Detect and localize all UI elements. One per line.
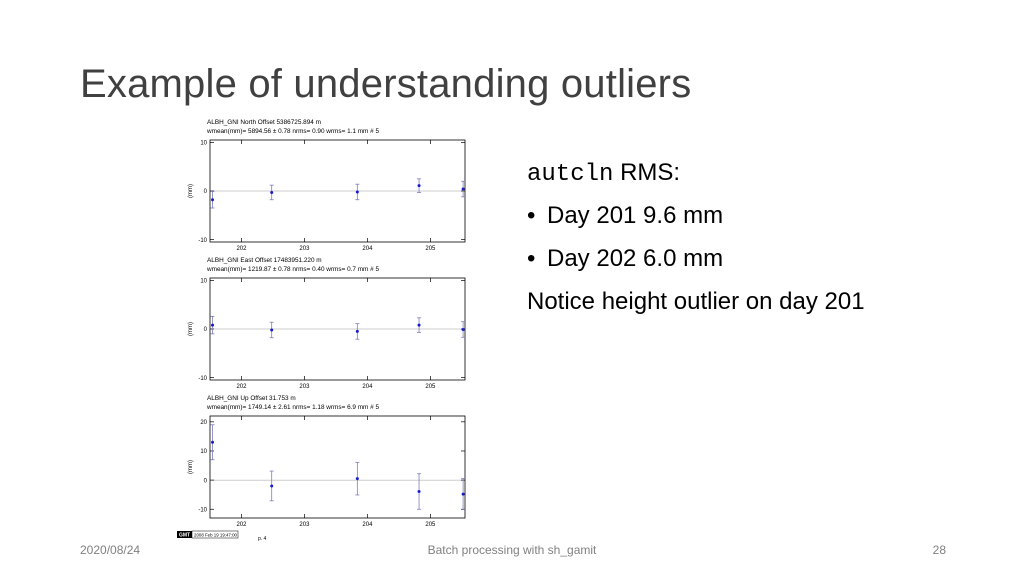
slide-number: 28 [932, 543, 946, 557]
timestamp-text: 2008 Feb 19 19:47:00 [194, 533, 238, 538]
x-tick-label: 202 [236, 384, 247, 390]
autcln-command: autcln [527, 161, 614, 188]
rms-label: RMS: [613, 159, 681, 186]
data-point [270, 328, 274, 332]
y-tick-label: 0 [204, 189, 208, 195]
chart-subtitle: wmean(mm)= 1749.14 ± 2.61 nrms= 1.18 wrm… [206, 404, 379, 411]
data-point [211, 198, 215, 202]
y-tick-label: -10 [198, 376, 207, 382]
x-tick-label: 203 [299, 246, 310, 252]
y-tick-label: -10 [198, 507, 207, 513]
x-tick-label: 204 [362, 246, 373, 252]
outlier-note: Notice height outlier on day 201 [527, 288, 865, 315]
figure-page-label: p. 4 [258, 536, 267, 542]
x-tick-label: 203 [299, 522, 310, 528]
bullet-icon: • [527, 202, 536, 229]
y-tick-label: 0 [204, 327, 208, 333]
bullet-icon: • [527, 245, 536, 272]
rms-heading: autcln RMS: [527, 156, 865, 199]
x-tick-label: 205 [425, 246, 436, 252]
footer-title: Batch processing with sh_gamit [427, 543, 597, 557]
data-point [355, 329, 359, 333]
x-tick-label: 205 [425, 384, 436, 390]
data-point [270, 190, 274, 194]
y-axis-label: (mm) [188, 184, 194, 198]
footer-date: 2020/08/24 [80, 543, 141, 557]
data-point [355, 190, 359, 194]
data-point [417, 489, 421, 493]
chart-title: ALBH_GNI East Offset 17483951.220 m [207, 257, 322, 264]
bullet-text: Day 201 9.6 mm [547, 202, 724, 229]
chart-subtitle: wmean(mm)= 5894.56 ± 0.78 nrms= 0.90 wrm… [206, 128, 379, 135]
data-point [461, 187, 465, 191]
bullet-item: • Day 202 6.0 mm [527, 242, 865, 285]
x-tick-label: 205 [425, 522, 436, 528]
y-axis-label: (mm) [188, 460, 194, 474]
data-point [461, 327, 465, 331]
data-point [417, 184, 421, 188]
timestamp-box [191, 530, 239, 539]
chart-title: ALBH_GNI Up Offset 31.753 m [207, 395, 296, 402]
gmt-logo [177, 531, 192, 538]
chart-subtitle: wmean(mm)= 1219.87 ± 0.78 nrms= 0.40 wrm… [206, 266, 379, 273]
y-tick-label: 0 [204, 478, 208, 484]
data-point [355, 477, 359, 481]
slide-title: Example of understanding outliers [80, 62, 692, 106]
x-tick-label: 202 [236, 522, 247, 528]
y-tick-label: -10 [198, 238, 207, 244]
data-point [270, 484, 274, 488]
rms-text-block: autcln RMS: • Day 201 9.6 mm • Day 202 6.0… [527, 156, 865, 328]
data-point [211, 323, 215, 327]
bullet-text: Day 202 6.0 mm [547, 245, 724, 272]
y-axis-label: (mm) [188, 322, 194, 336]
bullet-item: • Day 201 9.6 mm [527, 199, 865, 242]
gmt-logo-text: GMT [179, 533, 190, 539]
x-tick-label: 204 [362, 522, 373, 528]
y-tick-label: 20 [200, 420, 207, 426]
y-tick-label: 10 [200, 279, 207, 285]
x-tick-label: 203 [299, 384, 310, 390]
plot-frame [209, 415, 466, 519]
x-tick-label: 202 [236, 246, 247, 252]
data-point [461, 492, 465, 496]
chart-title: ALBH_GNI North Offset 5386725.894 m [207, 119, 321, 126]
data-point [417, 323, 421, 327]
x-tick-label: 204 [362, 384, 373, 390]
data-point [211, 440, 215, 444]
y-tick-label: 10 [200, 449, 207, 455]
y-tick-label: 10 [200, 141, 207, 147]
